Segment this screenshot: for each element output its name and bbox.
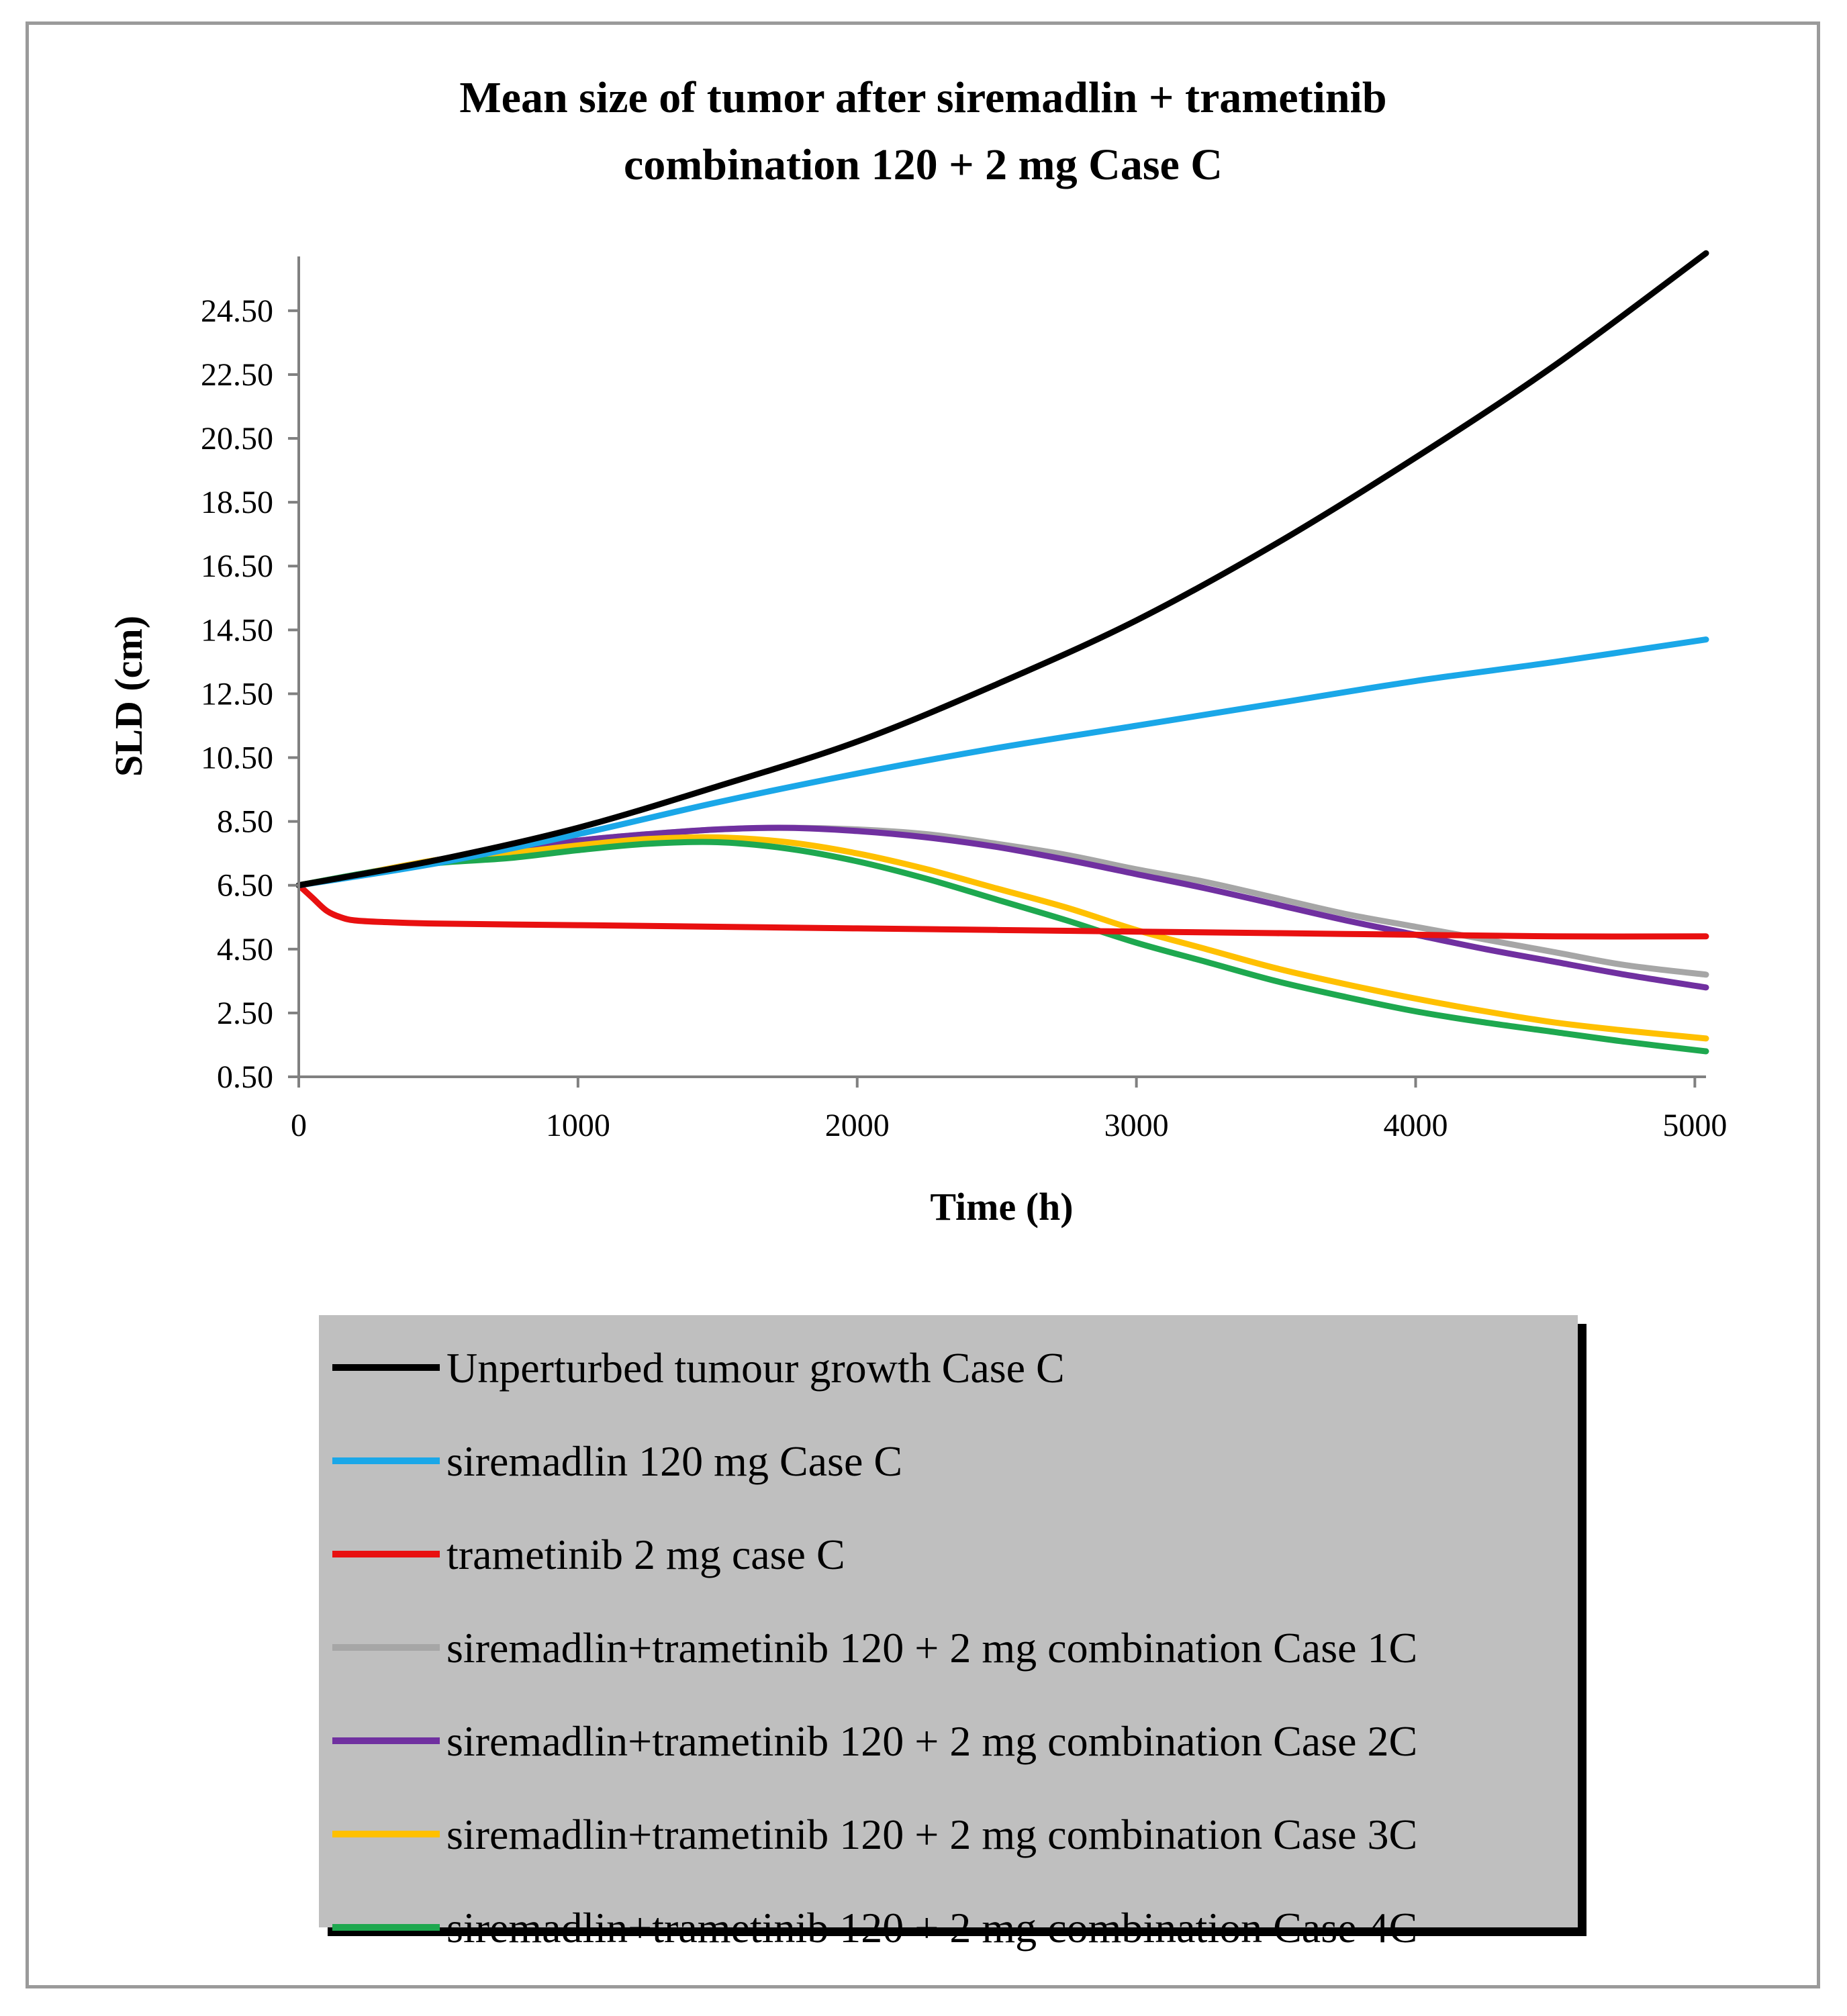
legend-label-5: siremadlin+trametinib 120 + 2 mg combina… xyxy=(446,1717,1417,1765)
chart: Mean size of tumor after siremadlin + tr… xyxy=(107,73,1727,1952)
y-tick-label: 4.50 xyxy=(217,932,273,967)
y-tick-label: 22.50 xyxy=(201,357,273,393)
x-tick-label: 5000 xyxy=(1662,1108,1727,1143)
y-tick-label: 16.50 xyxy=(201,548,273,584)
series-line-6 xyxy=(295,834,1709,1042)
x-tick-label: 3000 xyxy=(1104,1108,1169,1143)
series-line-2 xyxy=(295,636,1709,889)
x-tick-label: 2000 xyxy=(825,1108,890,1143)
x-tick-label: 1000 xyxy=(546,1108,610,1143)
series-line-1 xyxy=(295,250,1709,889)
legend-label-2: siremadlin 120 mg Case C xyxy=(446,1437,902,1485)
x-axis-ticks: 0 1000 2000 3000 4000 5000 xyxy=(291,1077,1727,1143)
x-axis-title: Time (h) xyxy=(930,1185,1073,1229)
y-tick-label: 2.50 xyxy=(217,996,273,1031)
plot-area: 0.50 2.50 4.50 6.50 8.50 10.50 12.50 14.50 16.50… xyxy=(201,250,1727,1143)
legend-box xyxy=(319,1315,1578,1927)
y-axis-ticks: 0.50 2.50 4.50 6.50 8.50 10.50 12.50 14.50 16.50… xyxy=(201,293,299,1095)
y-axis-title: SLD (cm) xyxy=(107,616,150,777)
y-tick-label: 6.50 xyxy=(217,868,273,904)
y-tick-label: 8.50 xyxy=(217,804,273,840)
series-line-7 xyxy=(295,838,1709,1055)
legend-label-4: siremadlin+trametinib 120 + 2 mg combina… xyxy=(446,1624,1417,1672)
x-tick-label: 4000 xyxy=(1383,1108,1448,1143)
chart-title-line-1: Mean size of tumor after siremadlin + tr… xyxy=(459,73,1386,122)
series-line-3 xyxy=(295,882,1709,940)
legend-label-6: siremadlin+trametinib 120 + 2 mg combina… xyxy=(446,1811,1417,1858)
chart-title: Mean size of tumor after siremadlin + tr… xyxy=(459,73,1386,189)
y-tick-label: 18.50 xyxy=(201,485,273,520)
legend: Unperturbed tumour growth Case C siremadl… xyxy=(319,1315,1586,1952)
chart-frame: Mean size of tumor after siremadlin + tr… xyxy=(26,21,1820,1988)
x-tick-label: 0 xyxy=(291,1108,307,1143)
y-tick-label: 0.50 xyxy=(217,1059,273,1095)
legend-label-7: siremadlin+trametinib 120 + 2 mg combina… xyxy=(446,1904,1417,1952)
y-tick-label: 12.50 xyxy=(201,676,273,712)
y-tick-label: 10.50 xyxy=(201,740,273,776)
y-tick-label: 24.50 xyxy=(201,293,273,329)
series-lines xyxy=(295,250,1709,1055)
y-tick-label: 14.50 xyxy=(201,612,273,648)
chart-title-line-2: combination 120 + 2 mg Case C xyxy=(624,140,1223,189)
legend-label-3: trametinib 2 mg case C xyxy=(446,1531,845,1578)
legend-label-1: Unperturbed tumour growth Case C xyxy=(446,1344,1065,1392)
y-tick-label: 20.50 xyxy=(201,421,273,457)
